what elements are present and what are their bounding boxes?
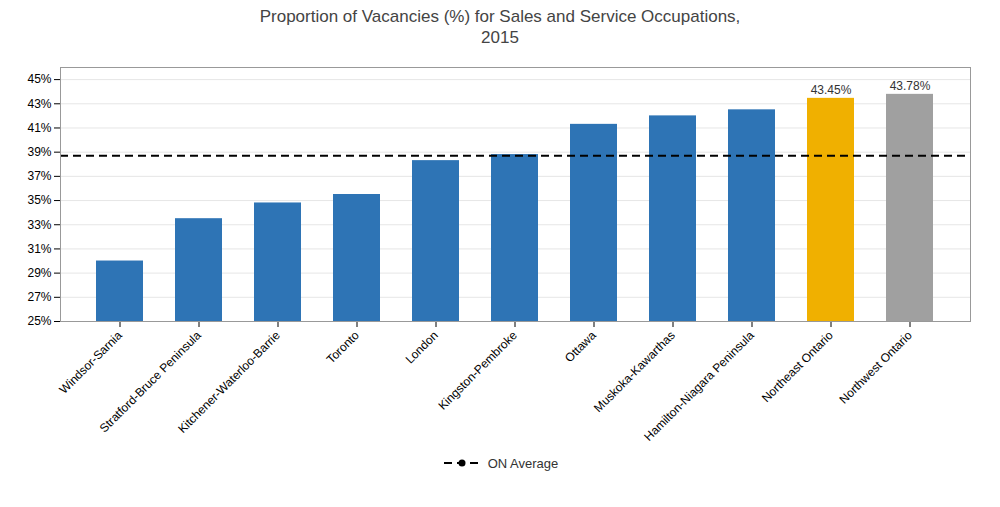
svg-text:45%: 45% bbox=[27, 72, 51, 86]
html-text:Proportion of Vacancies (%) fo: Proportion of Vacancies (%) for Sales an… bbox=[259, 7, 741, 48]
svg-text:43.45%: 43.45% bbox=[811, 83, 852, 97]
svg-text:Hamilton-Niagara Peninsula: Hamilton-Niagara Peninsula bbox=[641, 328, 757, 444]
svg-text:Ottawa: Ottawa bbox=[562, 328, 599, 365]
svg-text:Kitchener-Waterloo-Barrie: Kitchener-Waterloo-Barrie bbox=[175, 328, 283, 436]
svg-text:39%: 39% bbox=[27, 145, 51, 159]
svg-text:29%: 29% bbox=[27, 265, 51, 279]
svg-text:Windsor-Sarnia: Windsor-Sarnia bbox=[56, 328, 125, 397]
svg-text:London: London bbox=[403, 328, 441, 366]
svg-text:25%: 25% bbox=[27, 314, 51, 328]
html-text:ON Average: ON Average bbox=[487, 455, 559, 471]
svg-text:31%: 31% bbox=[27, 241, 51, 255]
svg-text:Northeast Ontario: Northeast Ontario bbox=[759, 328, 836, 405]
svg-text:Kingston-Pembroke: Kingston-Pembroke bbox=[435, 328, 520, 413]
svg-text:Northwest Ontario: Northwest Ontario bbox=[837, 328, 916, 407]
svg-text:Muskoka-Kawarthas: Muskoka-Kawarthas bbox=[591, 328, 678, 415]
svg-text:41%: 41% bbox=[27, 120, 51, 134]
svg-text:Stratford-Bruce Peninsula: Stratford-Bruce Peninsula bbox=[96, 327, 204, 435]
svg-text:43.78%: 43.78% bbox=[890, 79, 931, 93]
svg-text:37%: 37% bbox=[27, 169, 51, 183]
svg-text:43%: 43% bbox=[27, 96, 51, 110]
svg-text:33%: 33% bbox=[27, 217, 51, 231]
svg-text:Toronto: Toronto bbox=[324, 328, 362, 366]
svg-text:35%: 35% bbox=[27, 193, 51, 207]
svg-text:27%: 27% bbox=[27, 290, 51, 304]
